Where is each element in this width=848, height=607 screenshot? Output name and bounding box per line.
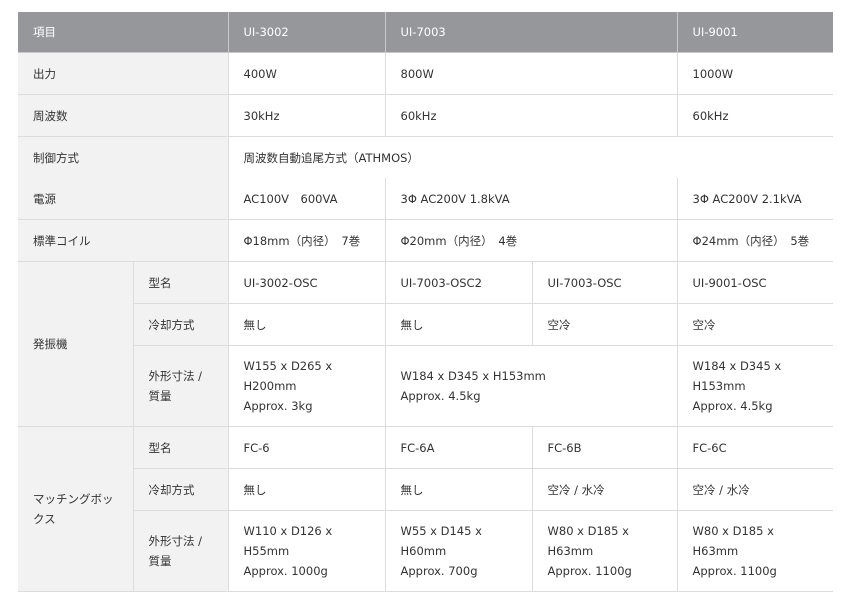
line: W55 x D145 x [400,524,482,538]
row-label: 標準コイル [18,219,229,262]
line: W155 x D265 x [243,359,333,373]
cell: UI-3002-OSC [227,261,386,304]
label-line: マッチングボッ [33,492,114,506]
cell: 空冷 [676,303,834,346]
sub-label: 型名 [132,261,229,304]
cell: FC-6B [531,426,678,469]
cell: W155 x D265 x H200mm Approx. 3kg [227,345,386,427]
cell: FC-6C [676,426,834,469]
cell: 30kHz [227,94,386,137]
row-label: 電源 [18,178,229,220]
label-line: 質量 [148,389,172,403]
line: W110 x D126 x [243,524,333,538]
row-label: 周波数 [18,94,229,137]
cell: 400W [227,52,386,95]
table-row: 外形寸法 / 質量 W110 x D126 x H55mm Approx. 10… [18,510,834,592]
line: Approx. 1100g [692,564,777,578]
cell: 空冷 / 水冷 [531,468,678,511]
cell: FC-6A [384,426,533,469]
header-row: 項目 UI-3002 UI-7003 UI-9001 [18,12,834,53]
line: H200mm [243,379,297,393]
cell: 60kHz [384,94,678,137]
line: Approx. 1100g [547,564,632,578]
cell: 空冷 / 水冷 [676,468,834,511]
line: H63mm [547,544,594,558]
cell: Φ24mm（内径） 5巻 [676,219,834,262]
group-label: マッチングボッ クス [18,426,134,592]
sub-label: 冷却方式 [133,468,229,511]
table-row: 発振機 型名 UI-3002-OSC UI-7003-OSC2 UI-7003-… [18,261,834,427]
sub-label: 型名 [132,426,229,469]
cell: W184 x D345 x H153mm Approx. 4.5kg [676,345,834,427]
header-item: 項目 [18,12,229,53]
row-label: 制御方式 [18,136,229,178]
table-row: 制御方式 周波数自動追尾方式（ATHMOS） [18,136,834,178]
line: Approx. 4.5kg [400,389,481,403]
label-line: 外形寸法 / [148,534,203,548]
line: Approx. 1000g [243,564,328,578]
cell: W80 x D185 x H63mm Approx. 1100g [676,510,834,592]
line: Approx. 4.5kg [692,399,773,413]
cell: 無し [384,303,533,346]
table-row: マッチングボッ クス 型名 FC-6 FC-6A FC-6B FC-6C [18,426,834,592]
cell: FC-6 [227,426,386,469]
line: H153mm [692,379,746,393]
cell: 無し [384,468,533,511]
cell: UI-9001-OSC [676,261,834,304]
label-line: クス [33,512,56,526]
cell: 60kHz [676,94,834,137]
cell: W184 x D345 x H153mm Approx. 4.5kg [384,345,678,427]
label-line: 外形寸法 / [148,369,203,383]
table-row: 電源 AC100V 600VA 3Φ AC200V 1.8kVA 3Φ AC20… [18,178,834,220]
header-model: UI-7003 [384,12,678,53]
line: W184 x D345 x H153mm [400,369,546,383]
sub-label: 冷却方式 [133,303,229,346]
table-row: 外形寸法 / 質量 W155 x D265 x H200mm Approx. 3… [18,345,834,427]
cell: 3Φ AC200V 2.1kVA [676,178,834,220]
cell: 周波数自動追尾方式（ATHMOS） [227,136,834,178]
table-row: 周波数 30kHz 60kHz 60kHz [18,94,834,137]
cell: UI-7003-OSC [531,261,678,304]
cell: Φ18mm（内径） 7巻 [227,219,386,262]
line: H55mm [243,544,290,558]
cell: Φ20mm（内径） 4巻 [384,219,678,262]
cell: W55 x D145 x H60mm Approx. 700g [384,510,533,592]
sub-label: 外形寸法 / 質量 [133,510,229,592]
line: H60mm [400,544,447,558]
table-row: 冷却方式 無し 無し 空冷 空冷 [18,303,834,346]
group-label: 発振機 [18,261,134,427]
sub-label: 外形寸法 / 質量 [133,345,229,427]
cell: W110 x D126 x H55mm Approx. 1000g [227,510,386,592]
cell: 1000W [676,52,834,95]
label-line: 質量 [148,554,172,568]
line: H63mm [692,544,739,558]
line: Approx. 3kg [243,399,313,413]
table-row: 冷却方式 無し 無し 空冷 / 水冷 空冷 / 水冷 [18,468,834,511]
header-model: UI-9001 [676,12,834,53]
line: W184 x D345 x [692,359,782,373]
cell: W80 x D185 x H63mm Approx. 1100g [531,510,678,592]
cell: AC100V 600VA [227,178,386,220]
cell: 空冷 [531,303,678,346]
cell: 800W [384,52,678,95]
header-model: UI-3002 [227,12,386,53]
cell: 3Φ AC200V 1.8kVA [384,178,678,220]
line: Approx. 700g [400,564,478,578]
spec-table: 項目 UI-3002 UI-7003 UI-9001 出力 400W 800W … [18,12,834,592]
table-row: 出力 400W 800W 1000W [18,52,834,95]
line: W80 x D185 x [692,524,774,538]
table-row: 標準コイル Φ18mm（内径） 7巻 Φ20mm（内径） 4巻 Φ24mm（内径… [18,219,834,262]
row-label: 出力 [18,52,229,95]
cell: 無し [227,468,386,511]
cell: 無し [227,303,386,346]
cell: UI-7003-OSC2 [384,261,533,304]
line: W80 x D185 x [547,524,629,538]
